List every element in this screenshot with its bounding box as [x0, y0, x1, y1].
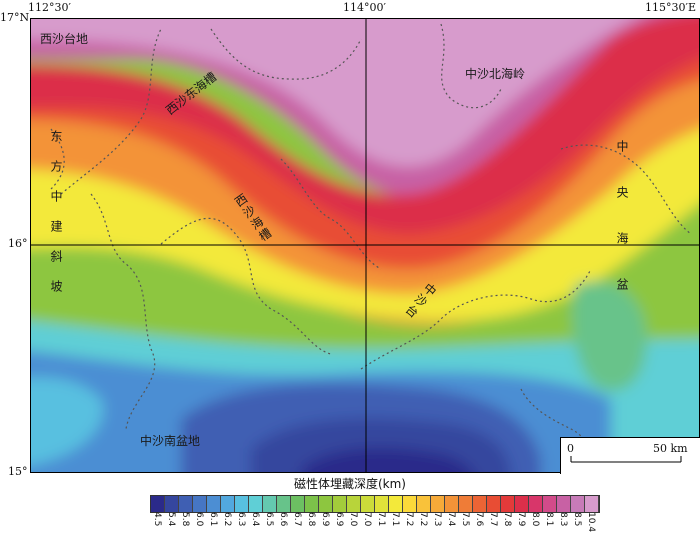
legend-tick-label: 7.1 [376, 512, 386, 527]
legend-swatch [207, 496, 221, 512]
legend-swatch [515, 496, 529, 512]
legend-tick-label: 6.4 [250, 512, 260, 527]
legend-tick-label: 7.8 [502, 512, 512, 527]
legend-tick-label: 7.0 [362, 512, 372, 527]
legend-swatch [193, 496, 207, 512]
legend-swatch [263, 496, 277, 512]
legend-tick-label: 6.5 [264, 512, 274, 527]
legend-tick-label: 7.1 [390, 512, 400, 527]
depth-contour-field [31, 19, 699, 472]
legend-swatch [375, 496, 389, 512]
legend-tick-label: 8.0 [530, 512, 540, 527]
legend-swatch [277, 496, 291, 512]
legend-tick-label: 7.2 [404, 512, 414, 527]
legend-swatch [403, 496, 417, 512]
legend-swatch [431, 496, 445, 512]
legend-swatch [221, 496, 235, 512]
legend-swatch [487, 496, 501, 512]
legend-swatch [473, 496, 487, 512]
legend-swatch [389, 496, 403, 512]
legend-swatch [417, 496, 431, 512]
color-legend [150, 495, 600, 513]
label-central-basin: 中央海盆 [615, 140, 629, 324]
legend-swatch [151, 496, 165, 512]
legend-swatch [333, 496, 347, 512]
label-zhongsha-north-ridge: 中沙北海岭 [465, 67, 526, 81]
label-dongfang-slope: 东方中建斜坡 [49, 130, 63, 310]
legend-tick-label: 7.0 [348, 512, 358, 527]
legend-tick-label: 6.2 [222, 512, 232, 527]
legend-tick-label: 6.7 [292, 512, 302, 527]
depth-map [30, 18, 700, 473]
lat-label-16: 16° [8, 237, 28, 250]
legend-tick-label: 7.3 [432, 512, 442, 527]
legend-tick-label: 7.2 [418, 512, 428, 527]
legend-swatch [571, 496, 585, 512]
legend-tick-label: 8.5 [572, 512, 582, 527]
legend-tick-label: 8.3 [558, 512, 568, 527]
legend-tick-label: 8.1 [544, 512, 554, 527]
legend-tick-label: 6.0 [194, 512, 204, 527]
legend-swatch [557, 496, 571, 512]
legend-tick-label: 7.5 [460, 512, 470, 527]
label-zhongsha-south-basin: 中沙南盆地 [140, 434, 201, 448]
scale-bar: 0 50 km [560, 437, 700, 474]
lat-label-15: 15° [8, 465, 28, 478]
lon-label-115-30: 115°30′E [645, 1, 697, 14]
legend-swatch [529, 496, 543, 512]
legend-tick-label: 7.9 [516, 512, 526, 527]
scale-zero-label: 0 [567, 442, 574, 455]
legend-tick-label: 10.4 [586, 512, 596, 533]
legend-tick-label: 6.9 [334, 512, 344, 527]
legend-tick-label: 5.8 [180, 512, 190, 527]
legend-swatch [445, 496, 459, 512]
legend-swatch [459, 496, 473, 512]
legend-swatch [501, 496, 515, 512]
label-xisha-platform: 西沙台地 [40, 32, 89, 46]
legend-swatch [291, 496, 305, 512]
legend-swatch [361, 496, 375, 512]
lon-label-112-30: 112°30′ [28, 1, 71, 14]
scale-distance-label: 50 km [653, 442, 688, 455]
legend-swatch [347, 496, 361, 512]
legend-swatch [319, 496, 333, 512]
legend-tick-label: 7.7 [488, 512, 498, 527]
legend-tick-label: 5.4 [166, 512, 176, 527]
scale-bar-line [570, 456, 682, 463]
legend-tick-label: 6.9 [320, 512, 330, 527]
legend-swatch [585, 496, 599, 512]
legend-swatch [235, 496, 249, 512]
lon-label-114-00: 114°00′ [343, 1, 386, 14]
legend-swatch [543, 496, 557, 512]
legend-tick-label: 4.5 [152, 512, 162, 527]
legend-tick-label: 7.6 [474, 512, 484, 527]
legend-swatch [165, 496, 179, 512]
legend-tick-label: 7.4 [446, 512, 456, 527]
legend-tick-label: 6.8 [306, 512, 316, 527]
lat-label-17: 17°N [0, 11, 30, 24]
legend-title: 磁性体埋藏深度(km) [293, 477, 406, 491]
legend-tick-label: 6.3 [236, 512, 246, 527]
legend-swatch [305, 496, 319, 512]
legend-tick-label: 6.6 [278, 512, 288, 527]
legend-swatch [249, 496, 263, 512]
legend-tick-label: 6.1 [208, 512, 218, 527]
legend-swatch [179, 496, 193, 512]
